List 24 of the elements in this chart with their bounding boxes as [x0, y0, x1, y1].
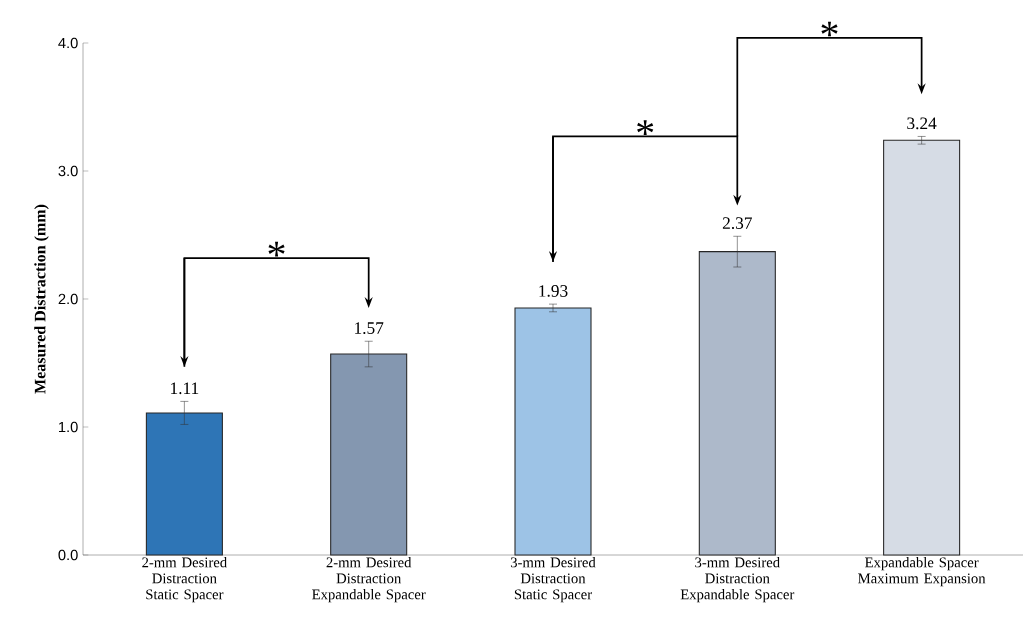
bar [514, 307, 592, 556]
x-tick-label: 2-mm Desired Distraction Static Spacer [142, 557, 227, 603]
annotation: * [268, 241, 285, 257]
y-tick-label: 4.0 [58, 37, 78, 49]
data-label: 3.24 [907, 117, 937, 130]
data-label: 1.93 [539, 285, 568, 297]
y-tick-label: 3.0 [58, 165, 78, 177]
bar [883, 139, 961, 556]
bar [330, 353, 408, 556]
x-tick-label: 2-mm Desired Distraction Expandable Spacer [312, 557, 426, 603]
text: * [821, 21, 838, 37]
data-label: 1.11 [171, 382, 199, 395]
y-axis-title: Measured Distraction (mm) [34, 204, 49, 394]
y-tick-label: 0.0 [58, 549, 78, 561]
annotation: * [637, 120, 654, 135]
data-label: 2.37 [722, 217, 752, 230]
y-tick-label: 2.0 [58, 293, 78, 305]
x-tick-label: 3-mm Desired Distraction Expandable Spacer [680, 557, 795, 603]
data-label: 1.57 [355, 322, 384, 334]
bar [698, 251, 776, 556]
x-tick-label: 3-mm Desired Distraction Static Spacer [510, 557, 596, 603]
x-tick-label: Expandable Spacer Maximum Expansion [858, 557, 986, 587]
bar [145, 412, 223, 556]
y-tick-label: 1.0 [59, 421, 78, 433]
